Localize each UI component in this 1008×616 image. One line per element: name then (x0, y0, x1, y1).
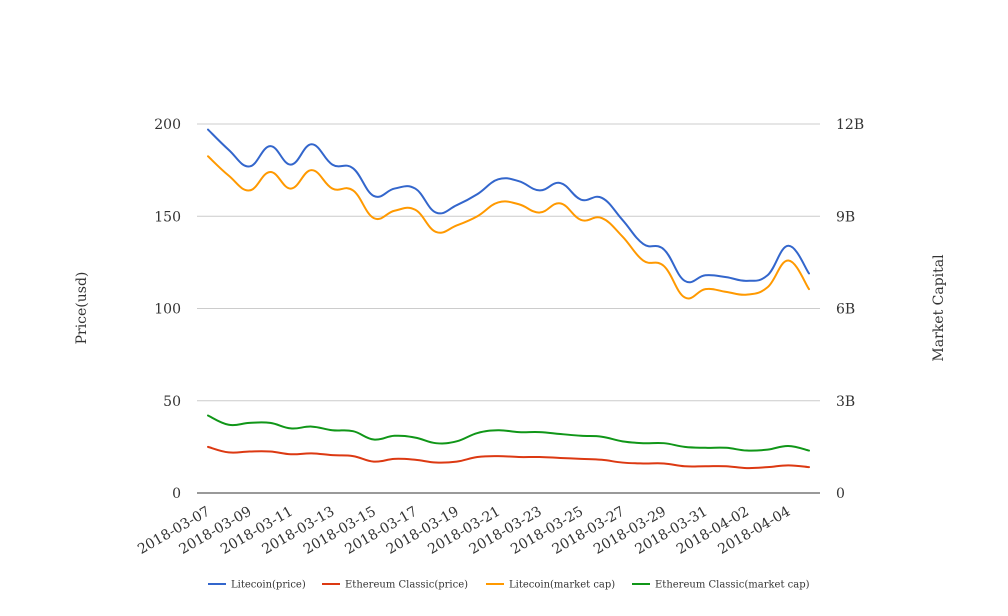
series-line-1 (207, 445, 810, 470)
left-tick-label: 50 (163, 394, 181, 410)
left-tick-label: 0 (172, 486, 181, 502)
x-axis-ticks: 2018-03-072018-03-092018-03-112018-03-13… (135, 504, 793, 558)
left-tick-label: 150 (154, 209, 181, 225)
right-tick-label: 0 (836, 486, 845, 502)
right-tick-label: 9B (836, 209, 855, 225)
series-line-0 (207, 128, 810, 284)
right-tick-label: 12B (836, 117, 864, 133)
left-axis-title: Price(usd) (74, 272, 90, 345)
legend-item: Ethereum Classic(market cap) (632, 580, 810, 591)
right-axis-title: Market Capital (931, 254, 947, 362)
legend-label: Litecoin(price) (231, 580, 306, 591)
legend-item: Litecoin(market cap) (486, 580, 615, 591)
series-line-2 (207, 155, 810, 300)
series-line-3 (207, 414, 810, 452)
right-tick-label: 6B (836, 302, 855, 318)
right-tick-label: 3B (836, 394, 855, 410)
legend-item: Ethereum Classic(price) (322, 580, 468, 591)
left-tick-label: 100 (154, 302, 181, 318)
legend-item: Litecoin(price) (208, 580, 306, 591)
series-lines (207, 128, 810, 470)
legend: Litecoin(price) Ethereum Classic(price) Li… (208, 580, 810, 591)
gridlines (197, 123, 820, 494)
legend-label: Litecoin(market cap) (509, 580, 615, 591)
left-axis-ticks: 200 150 100 50 0 (154, 117, 181, 502)
legend-label: Ethereum Classic(market cap) (655, 580, 810, 591)
legend-label: Ethereum Classic(price) (345, 580, 468, 591)
left-tick-label: 200 (154, 117, 181, 133)
right-axis-ticks: 12B 9B 6B 3B 0 (836, 117, 864, 502)
